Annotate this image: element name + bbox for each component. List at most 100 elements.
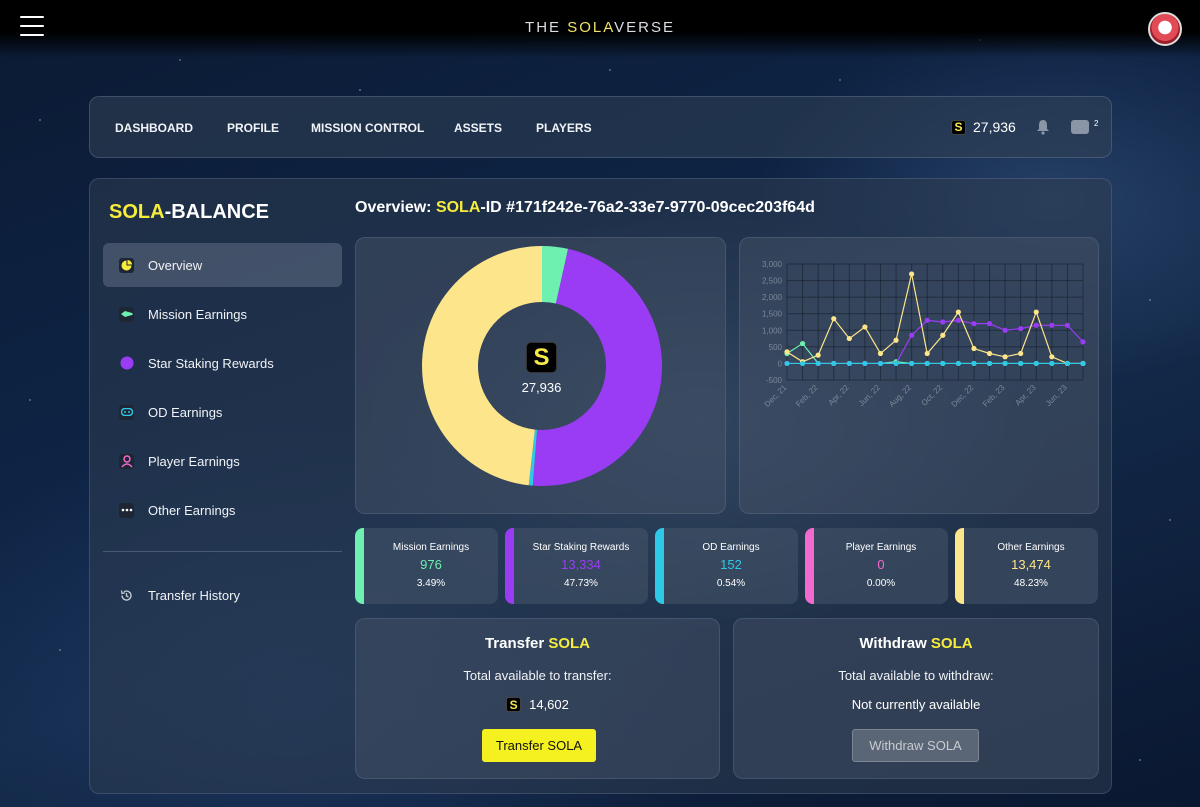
data-point[interactable]: [784, 360, 790, 367]
stat-mission-earnings[interactable]: Mission Earnings 976 3.49%: [355, 528, 498, 604]
data-point[interactable]: [971, 345, 977, 352]
sidebar-item-other-earnings[interactable]: Other Earnings: [103, 488, 342, 532]
data-point[interactable]: [1033, 360, 1039, 367]
data-point[interactable]: [971, 321, 977, 327]
stat-player-earnings[interactable]: Player Earnings 0 0.00%: [805, 528, 948, 604]
data-point[interactable]: [971, 360, 977, 367]
wallet-icon[interactable]: [1071, 120, 1089, 134]
stat-percent: 0.00%: [866, 578, 896, 589]
stat-color-bar: [805, 528, 814, 604]
data-point[interactable]: [815, 360, 821, 367]
data-point[interactable]: [1018, 326, 1024, 332]
y-tick-label: 3,000: [762, 260, 783, 269]
y-tick-label: -500: [766, 376, 783, 385]
data-point[interactable]: [831, 316, 837, 322]
balance-panel: SOLA-BALANCE Overview Mission Earnings S…: [89, 178, 1112, 794]
top-bar: THE SOLAVERSE: [0, 0, 1200, 58]
user-avatar[interactable]: [1148, 12, 1182, 46]
data-point[interactable]: [831, 360, 837, 367]
data-point[interactable]: [846, 360, 852, 367]
data-point[interactable]: [1064, 360, 1071, 367]
data-point[interactable]: [846, 335, 852, 342]
data-point[interactable]: [1080, 339, 1086, 345]
brand-logo: THE SOLAVERSE: [525, 19, 675, 36]
data-point[interactable]: [986, 360, 993, 367]
stat-od-earnings[interactable]: OD Earnings 152 0.54%: [655, 528, 798, 604]
nav-players[interactable]: PLAYERS: [536, 121, 592, 135]
data-point[interactable]: [909, 360, 915, 367]
sola-coin-icon: S: [526, 342, 557, 373]
data-point[interactable]: [862, 324, 868, 330]
donut-center-value: 27,936: [521, 380, 562, 395]
data-point[interactable]: [940, 332, 946, 338]
pie-icon: [119, 257, 134, 273]
stat-star-staking[interactable]: Star Staking Rewards 13,334 47.73%: [505, 528, 648, 604]
sidebar-item-star-staking[interactable]: Star Staking Rewards: [103, 341, 342, 385]
data-point[interactable]: [955, 317, 961, 323]
data-point[interactable]: [893, 360, 899, 367]
data-point[interactable]: [909, 271, 915, 277]
sidebar-item-overview[interactable]: Overview: [103, 243, 342, 287]
main-nav: DASHBOARD PROFILE MISSION CONTROL ASSETS…: [89, 96, 1112, 158]
sidebar-item-label: Player Earnings: [148, 453, 240, 469]
data-point[interactable]: [1064, 322, 1071, 328]
withdraw-status: Not currently available: [851, 697, 981, 712]
data-point[interactable]: [1018, 350, 1024, 357]
data-point[interactable]: [1002, 327, 1008, 333]
donut-slice[interactable]: [532, 248, 663, 486]
nav-assets[interactable]: ASSETS: [454, 121, 503, 135]
withdraw-card: Withdraw SOLA Total available to withdra…: [733, 618, 1099, 779]
data-point[interactable]: [986, 321, 993, 327]
sidebar-item-label: Mission Earnings: [148, 306, 247, 322]
data-point[interactable]: [1033, 309, 1039, 315]
data-point[interactable]: [799, 360, 806, 367]
x-tick-label: Apr, 23: [1013, 383, 1038, 408]
data-point[interactable]: [784, 349, 790, 355]
data-point[interactable]: [1002, 354, 1008, 360]
data-point[interactable]: [955, 309, 961, 315]
data-point[interactable]: [940, 360, 946, 367]
sidebar-item-mission-earnings[interactable]: Mission Earnings: [103, 292, 342, 336]
sidebar-item-transfer-history[interactable]: Transfer History: [103, 573, 342, 617]
nav-dashboard[interactable]: DASHBOARD: [115, 121, 193, 135]
data-point[interactable]: [924, 350, 930, 357]
data-point[interactable]: [1049, 322, 1055, 328]
data-point[interactable]: [909, 332, 915, 338]
data-point[interactable]: [1018, 360, 1024, 367]
data-point[interactable]: [1033, 322, 1039, 328]
transfer-sola-button[interactable]: Transfer SOLA: [482, 729, 596, 762]
data-point[interactable]: [799, 340, 806, 347]
donut-slice[interactable]: [528, 429, 538, 486]
bell-icon[interactable]: [1036, 119, 1050, 135]
sidebar-title: SOLA-BALANCE: [109, 201, 269, 223]
data-point[interactable]: [924, 317, 930, 323]
hamburger-menu-icon[interactable]: [20, 16, 44, 38]
stat-value: 13,474: [1011, 557, 1051, 572]
nav-profile[interactable]: PROFILE: [227, 121, 280, 135]
data-point[interactable]: [877, 350, 884, 357]
x-tick-label: Apr, 22: [826, 383, 851, 408]
nav-mission-control[interactable]: MISSION CONTROL: [311, 121, 425, 135]
data-point[interactable]: [940, 319, 946, 325]
donut-slice[interactable]: [542, 246, 569, 304]
sidebar-item-od-earnings[interactable]: OD Earnings: [103, 390, 342, 434]
data-point[interactable]: [877, 360, 884, 367]
data-point[interactable]: [1002, 360, 1008, 367]
sidebar-item-player-earnings[interactable]: Player Earnings: [103, 439, 342, 483]
data-point[interactable]: [893, 337, 899, 343]
transfer-amount: S 14,602: [356, 697, 719, 712]
x-tick-label: Dec, 22: [949, 383, 975, 409]
stat-other-earnings[interactable]: Other Earnings 13,474 48.23%: [955, 528, 1098, 604]
data-point[interactable]: [1049, 354, 1055, 360]
transfer-title: Transfer SOLA: [484, 635, 591, 652]
data-point[interactable]: [986, 350, 993, 357]
data-point[interactable]: [862, 360, 868, 367]
data-point[interactable]: [1049, 360, 1055, 367]
data-point[interactable]: [924, 360, 930, 367]
gamepad-icon: [119, 404, 134, 420]
donut-slice[interactable]: [421, 246, 542, 486]
data-point[interactable]: [1080, 360, 1086, 367]
x-tick-label: Aug, 22: [887, 383, 913, 409]
data-point[interactable]: [955, 360, 961, 367]
data-point[interactable]: [815, 352, 821, 358]
